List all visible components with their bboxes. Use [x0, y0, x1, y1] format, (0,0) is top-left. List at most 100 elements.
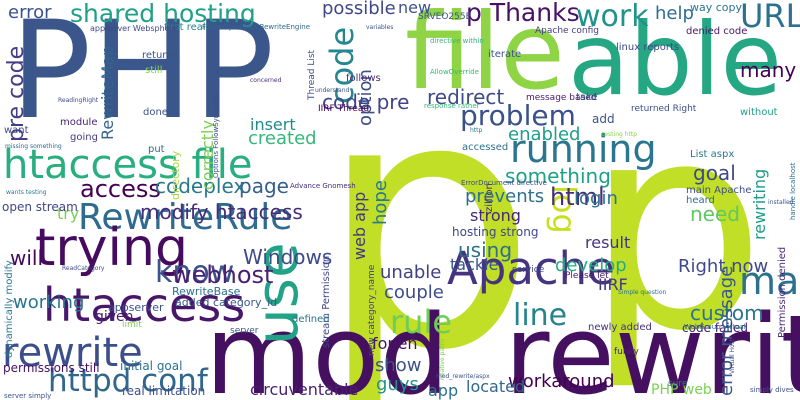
word: message based — [526, 93, 597, 103]
word: redirect — [427, 85, 505, 109]
word: service — [512, 265, 545, 275]
word: still — [145, 65, 163, 76]
word: show — [375, 355, 422, 376]
word: SRVEO255E — [418, 12, 472, 22]
word: going — [70, 132, 98, 143]
word: file — [405, 0, 565, 113]
word: working — [13, 292, 85, 313]
word: open stream — [2, 200, 78, 214]
word: variables — [366, 24, 394, 31]
word: mod_rewrite — [205, 291, 800, 400]
word: server simply — [4, 392, 52, 400]
word: htaccess file — [3, 142, 253, 188]
word: Right now — [678, 256, 769, 277]
word: custom — [690, 301, 764, 325]
word: rewrite — [2, 330, 143, 376]
word: denied code — [686, 26, 748, 37]
word: many — [740, 58, 797, 82]
word: work — [576, 0, 649, 34]
word: hope — [370, 180, 391, 225]
word: tackle — [450, 255, 499, 274]
word: concerned — [250, 77, 282, 84]
word: trying — [35, 218, 188, 278]
word: httpd conf — [48, 363, 208, 399]
word: first real — [164, 22, 206, 33]
word: PHP — [10, 0, 275, 149]
word: understand — [315, 87, 350, 94]
word: guys — [376, 374, 419, 395]
word: rule — [390, 303, 453, 341]
word: try — [57, 204, 80, 223]
word: linux reports — [616, 42, 680, 53]
word: Apache config — [535, 26, 599, 36]
word: stream Permission — [321, 255, 332, 348]
word: code pre — [322, 90, 410, 114]
word: wants testing — [6, 189, 47, 196]
word: missing something — [5, 143, 62, 150]
word: ReadCategory — [62, 265, 105, 272]
word: couple — [384, 282, 444, 303]
word: returned Right — [631, 104, 697, 114]
word: Apache — [447, 242, 615, 295]
word: access — [80, 175, 161, 203]
word: given — [95, 309, 134, 325]
word: Please let — [565, 271, 609, 281]
word: permissions still — [3, 361, 100, 375]
word: Virtual Host — [729, 338, 736, 374]
word: problem — [460, 99, 576, 132]
word: testing http — [602, 131, 638, 138]
word: p — [318, 25, 537, 400]
word: want — [4, 125, 29, 136]
word: done — [143, 107, 168, 118]
word: FollowSymLinks RewriteEngine — [202, 23, 311, 31]
word: follows — [346, 73, 381, 84]
word: webhost — [172, 261, 274, 289]
word: returns — [142, 50, 178, 61]
word: new category_name — [367, 264, 377, 356]
word: added category_id — [175, 296, 278, 309]
word: main Apache — [686, 185, 752, 196]
word: funky — [614, 347, 639, 357]
word: strong — [470, 206, 521, 225]
word: p — [585, 62, 766, 394]
word: WebGroup Virtual — [684, 323, 746, 331]
word: without — [740, 107, 778, 118]
word: located — [466, 377, 526, 396]
word: appserver Websphere — [90, 24, 178, 33]
word: hosting strong — [452, 225, 539, 239]
word: ErrorDocument directive — [461, 179, 547, 187]
word: ReadingRight — [58, 97, 99, 104]
word: handle localhost — [789, 162, 797, 220]
word: p Thanks — [466, 0, 580, 27]
word: directory — [169, 150, 182, 200]
word: way copy — [690, 1, 743, 14]
word: heard — [686, 195, 715, 206]
word: PHP web — [651, 382, 712, 398]
word: URL — [740, 0, 800, 35]
word: installed — [768, 199, 794, 206]
word: RewriteBase — [172, 285, 241, 298]
word: insert — [250, 115, 296, 134]
word: module — [60, 117, 98, 128]
word: page — [239, 174, 289, 198]
word: Options FollowSymLinks — [212, 93, 220, 178]
word: iterate — [488, 49, 522, 60]
word: develop — [555, 255, 627, 276]
word: RewriteMap — [98, 45, 117, 140]
word: web app — [350, 191, 369, 260]
word: appserver — [108, 301, 164, 314]
word: response rather — [424, 102, 480, 110]
word: circuventable — [250, 380, 359, 399]
word: RewriteRule — [78, 197, 293, 238]
word: login — [574, 188, 618, 209]
word: something — [505, 164, 611, 188]
word: modify htaccess — [140, 200, 303, 224]
word: IIRF Thread — [318, 104, 370, 114]
word: mod_rewrite/aspx — [436, 373, 490, 380]
word: defined — [292, 314, 330, 325]
word: Permission denied — [777, 246, 788, 338]
word: zillion — [484, 183, 495, 212]
word: possible — [322, 0, 396, 19]
word: List aspx — [690, 149, 735, 160]
word: fopen — [372, 334, 418, 353]
